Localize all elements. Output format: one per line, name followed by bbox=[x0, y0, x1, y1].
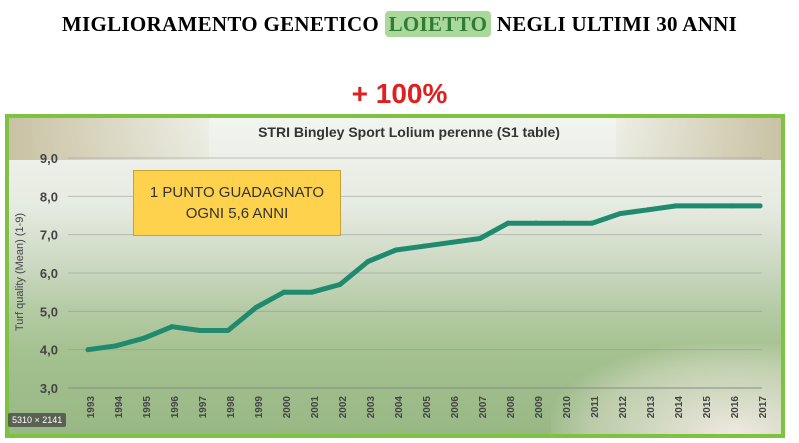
increase-label: + 100% bbox=[351, 78, 448, 109]
x-tick-label: 2008 bbox=[506, 396, 517, 419]
data-point bbox=[477, 236, 483, 241]
title-highlight: LOIETTO bbox=[384, 11, 492, 37]
x-tick-label: 1995 bbox=[142, 396, 153, 419]
x-tick-label: 2009 bbox=[534, 396, 545, 419]
y-tick-label: 8,0 bbox=[40, 189, 58, 204]
data-point bbox=[617, 211, 623, 217]
x-tick-label: 1994 bbox=[114, 396, 125, 419]
y-tick-label: 5,0 bbox=[40, 304, 58, 319]
y-tick-label: 3,0 bbox=[40, 381, 58, 396]
data-point bbox=[729, 203, 735, 209]
data-point bbox=[645, 207, 651, 213]
data-point bbox=[673, 203, 679, 209]
x-tick-label: 1997 bbox=[198, 396, 209, 419]
y-tick-label: 6,0 bbox=[40, 266, 58, 281]
data-point bbox=[225, 328, 231, 333]
data-point bbox=[589, 220, 595, 226]
y-tick-label: 7,0 bbox=[40, 228, 58, 243]
chart-frame bbox=[5, 114, 785, 438]
image-size-badge: 5310 × 2141 bbox=[8, 413, 67, 427]
x-tick-label: 2006 bbox=[450, 396, 461, 419]
title-part-2: NEGLI ULTIMI 30 ANNI bbox=[491, 12, 738, 36]
background-blur bbox=[551, 344, 781, 434]
x-tick-label: 1998 bbox=[226, 396, 237, 419]
title-part-1: MIGLIORAMENTO GENETICO bbox=[61, 12, 385, 36]
x-tick-label: 2013 bbox=[646, 396, 657, 419]
data-point bbox=[337, 282, 343, 287]
x-tick-label: 2000 bbox=[282, 396, 293, 419]
x-tick-label: 2016 bbox=[730, 396, 741, 419]
y-tick-label: 4,0 bbox=[40, 343, 58, 358]
x-tick-label: 2004 bbox=[394, 396, 405, 419]
annotation-callout: 1 PUNTO GUADAGNATO OGNI 5,6 ANNI bbox=[133, 170, 341, 236]
x-tick-label: 2011 bbox=[590, 396, 601, 418]
data-point bbox=[757, 203, 763, 209]
data-point bbox=[85, 347, 91, 353]
data-point bbox=[449, 239, 455, 245]
x-tick-label: 1999 bbox=[254, 396, 265, 419]
x-tick-label: 2003 bbox=[366, 396, 377, 419]
page-title: MIGLIORAMENTO GENETICO LOIETTO NEGLI ULT… bbox=[0, 11, 799, 37]
data-point bbox=[309, 289, 315, 295]
callout-line-2: OGNI 5,6 ANNI bbox=[185, 205, 289, 222]
x-axis-ticks: 1993 1994 1995 1996 1997 1998 1999 2000 2001 2002… bbox=[86, 396, 769, 419]
x-tick-label: 2007 bbox=[478, 396, 489, 419]
background-shade-right bbox=[616, 118, 781, 160]
data-point bbox=[421, 243, 427, 249]
x-tick-label: 1993 bbox=[86, 396, 97, 419]
x-tick-label: 2017 bbox=[758, 396, 769, 419]
x-tick-label: 2001 bbox=[310, 396, 321, 419]
data-point bbox=[253, 305, 259, 310]
data-point bbox=[561, 220, 567, 226]
x-tick-label: 2014 bbox=[674, 396, 685, 419]
data-point bbox=[533, 220, 539, 226]
y-axis-ticks: 3,0 4,0 5,0 6,0 7,0 8,0 9,0 bbox=[40, 151, 58, 396]
series-group bbox=[85, 203, 763, 353]
data-point bbox=[281, 289, 287, 295]
background-shade-left bbox=[9, 118, 209, 160]
x-tick-label: 2010 bbox=[562, 396, 573, 419]
x-tick-label: 2012 bbox=[618, 396, 629, 419]
callout-line-1: 1 PUNTO GUADAGNATO bbox=[149, 184, 325, 201]
data-point bbox=[505, 220, 511, 226]
x-tick-label: 2005 bbox=[422, 396, 433, 419]
y-tick-label: 9,0 bbox=[40, 151, 58, 166]
data-point bbox=[393, 247, 399, 253]
y-axis-label: Turf quality (Mean) (1-9) bbox=[14, 213, 26, 331]
x-tick-label: 1996 bbox=[170, 396, 181, 419]
x-tick-label: 2015 bbox=[702, 396, 713, 419]
data-point bbox=[197, 328, 203, 333]
x-tick-label: 2002 bbox=[338, 396, 349, 419]
data-point bbox=[113, 343, 119, 349]
chart-title: STRI Bingley Sport Lolium perenne (S1 ta… bbox=[258, 124, 560, 140]
data-point bbox=[169, 324, 175, 330]
data-point bbox=[141, 335, 147, 341]
data-point bbox=[365, 259, 371, 264]
data-point bbox=[701, 203, 707, 209]
